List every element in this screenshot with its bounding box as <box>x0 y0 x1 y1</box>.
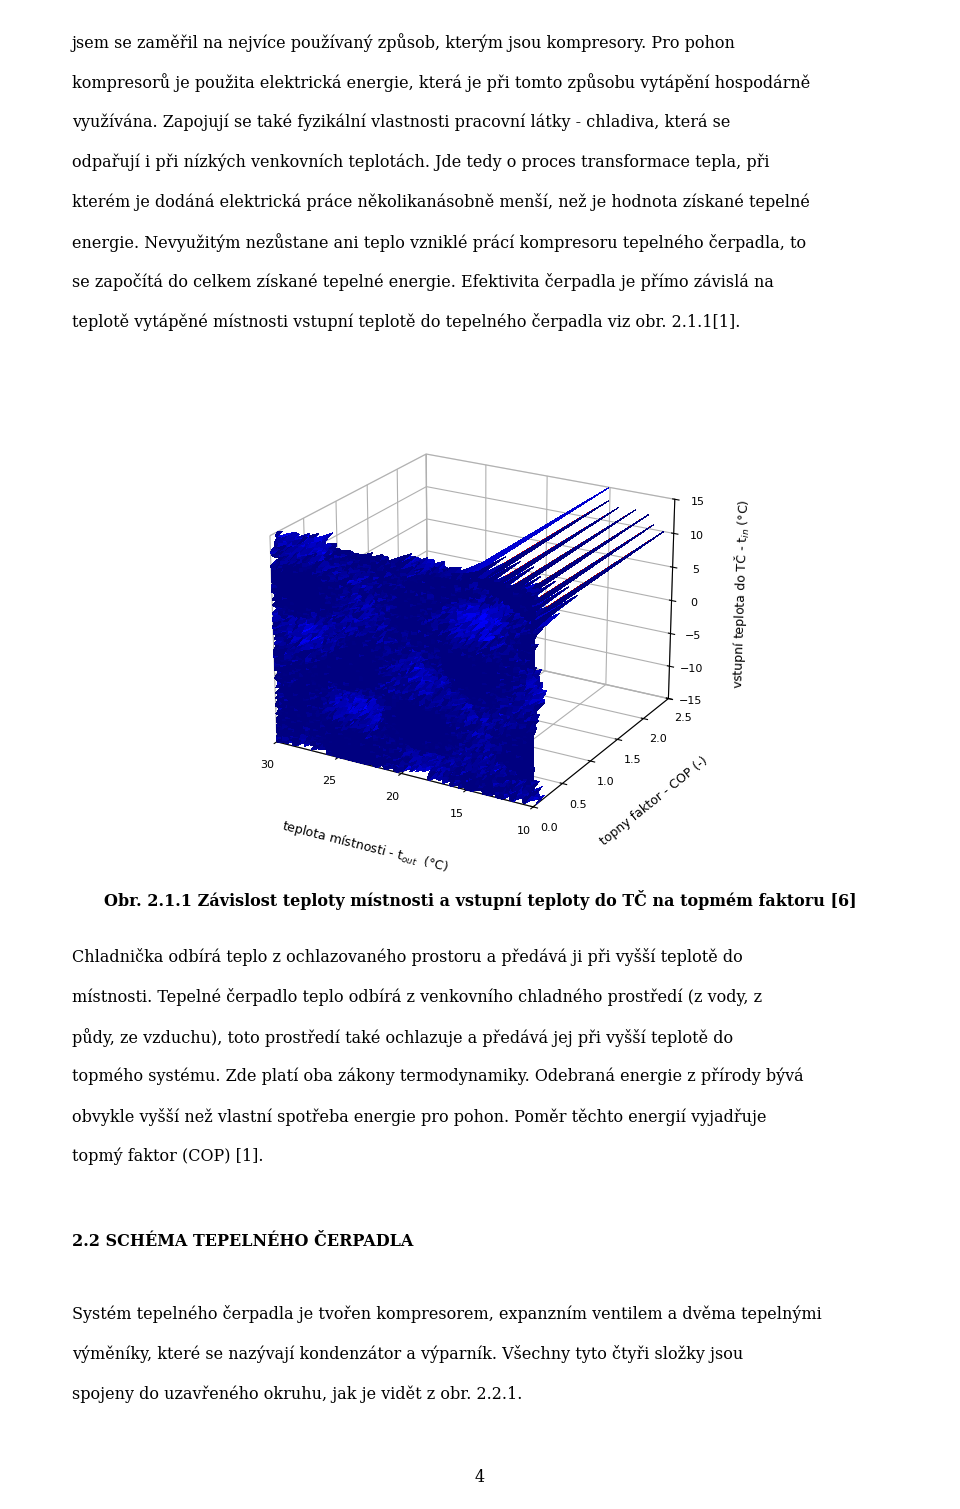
Text: teplotě vytápěné místnosti vstupní teplotě do tepelného čerpadla viz obr. 2.1.1[: teplotě vytápěné místnosti vstupní teplo… <box>72 312 740 330</box>
Text: energie. Nevyužitým nezůstane ani teplo vzniklé prácí kompresoru tepelného čerpa: energie. Nevyužitým nezůstane ani teplo … <box>72 232 806 252</box>
Text: spojeny do uzavřeného okruhu, jak je vidět z obr. 2.2.1.: spojeny do uzavřeného okruhu, jak je vid… <box>72 1385 522 1403</box>
Text: místnosti. Tepelné čerpadlo teplo odbírá z venkovního chladného prostředí (z vod: místnosti. Tepelné čerpadlo teplo odbírá… <box>72 988 762 1005</box>
Text: Chladnička odbírá teplo z ochlazovaného prostoru a předává ji při vyšší teplotě : Chladnička odbírá teplo z ochlazovaného … <box>72 948 743 966</box>
X-axis label: teplota místnosti - t$_{out}$  (°C): teplota místnosti - t$_{out}$ (°C) <box>280 818 450 877</box>
Text: Obr. 2.1.1 Závislost teploty místnosti a vstupní teploty do TČ na topmém faktoru: Obr. 2.1.1 Závislost teploty místnosti a… <box>104 890 856 910</box>
Text: půdy, ze vzduchu), toto prostředí také ochlazuje a předává jej při vyšší teplotě: půdy, ze vzduchu), toto prostředí také o… <box>72 1028 733 1047</box>
Text: 2.2 SCHÉMA TEPELNÉHO ČERPADLA: 2.2 SCHÉMA TEPELNÉHO ČERPADLA <box>72 1233 414 1249</box>
Text: kterém je dodáná elektrická práce několikanásobně menší, než je hodnota získané : kterém je dodáná elektrická práce několi… <box>72 193 810 211</box>
Text: se započítá do celkem získané tepelné energie. Efektivita čerpadla je přímo závi: se započítá do celkem získané tepelné en… <box>72 273 774 291</box>
Text: topmý faktor (COP) [1].: topmý faktor (COP) [1]. <box>72 1148 263 1165</box>
Text: kompresorů je použita elektrická energie, která je při tomto způsobu vytápění ho: kompresorů je použita elektrická energie… <box>72 72 810 92</box>
Y-axis label: topny faktor - COP (-): topny faktor - COP (-) <box>598 754 710 848</box>
Text: topmého systému. Zde platí oba zákony termodynamiky. Odebraná energie z přírody : topmého systému. Zde platí oba zákony te… <box>72 1068 804 1085</box>
Text: využívána. Zapojují se také fyzikální vlastnosti pracovní látky - chladiva, kter: využívána. Zapojují se také fyzikální vl… <box>72 113 731 131</box>
Text: výměníky, které se nazývají kondenzátor a výparník. Všechny tyto čtyři složky js: výměníky, které se nazývají kondenzátor … <box>72 1346 743 1363</box>
Text: Systém tepelného čerpadla je tvořen kompresorem, expanzním ventilem a dvěma tepe: Systém tepelného čerpadla je tvořen komp… <box>72 1305 822 1323</box>
Text: obvykle vyšší než vlastní spotřeba energie pro pohon. Poměr těchto energií vyjad: obvykle vyšší než vlastní spotřeba energ… <box>72 1108 766 1126</box>
Text: jsem se zaměřil na nejvíce používaný způsob, kterým jsou kompresory. Pro pohon: jsem se zaměřil na nejvíce používaný způ… <box>72 33 736 53</box>
Text: odpařují i při nízkých venkovních teplotách. Jde tedy o proces transformace tepl: odpařují i při nízkých venkovních teplot… <box>72 152 770 171</box>
Text: 4: 4 <box>475 1470 485 1486</box>
